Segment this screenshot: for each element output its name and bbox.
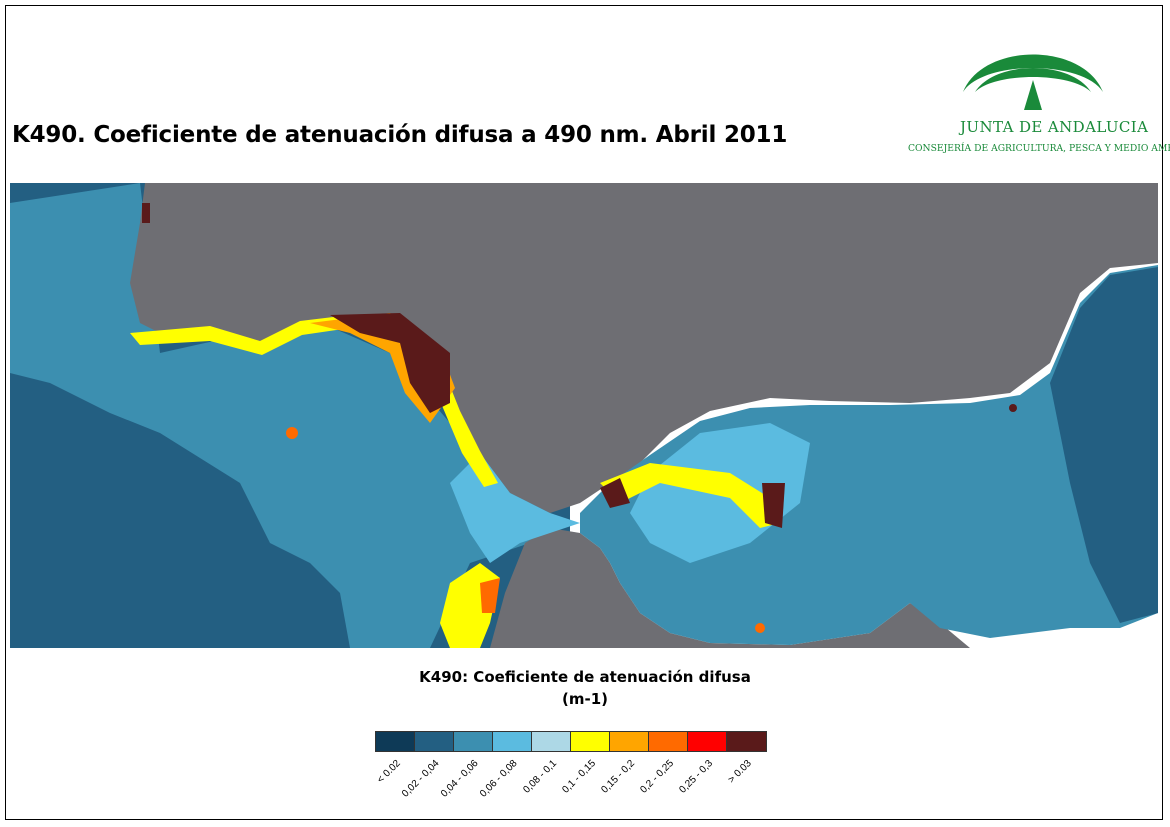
legend-color-bar bbox=[375, 731, 767, 752]
coast-high-guadalquivir bbox=[330, 313, 450, 413]
hotspot-offshore-2 bbox=[1009, 404, 1017, 412]
legend-class-label: 0,02 - 0,04 bbox=[399, 758, 442, 800]
legend-title-text: K490: Coeficiente de atenuación difusa bbox=[419, 668, 751, 686]
coast-band-gulf-cadiz bbox=[130, 315, 498, 487]
coast-high-huelva bbox=[142, 203, 150, 223]
legend-class-label: 0,15 - 0,2 bbox=[598, 758, 637, 796]
legend-swatch bbox=[727, 732, 766, 751]
legend-labels: < 0.02 0,02 - 0,04 0,04 - 0,06 0,06 - 0,08 0… bbox=[375, 752, 767, 812]
coast-high-morocco bbox=[480, 578, 500, 613]
legend-unit: (m-1) bbox=[561, 690, 608, 708]
legend-class-label: 0,2 - 0,25 bbox=[637, 758, 676, 796]
legend-swatch bbox=[571, 732, 610, 751]
coast-high-almeria bbox=[762, 483, 785, 528]
legend-swatch bbox=[688, 732, 727, 751]
legend-title: K490: Coeficiente de atenuación difusa (… bbox=[300, 666, 870, 710]
logo-name: JUNTA DE ANDALUCIA bbox=[960, 118, 1149, 136]
legend-class-label: 0,25 - 0,3 bbox=[676, 758, 715, 796]
hotspot-offshore-1 bbox=[286, 427, 298, 439]
hotspot-africa-coast bbox=[755, 623, 765, 633]
legend-swatch bbox=[532, 732, 571, 751]
legend-class-label: < 0.02 bbox=[374, 758, 403, 786]
junta-andalucia-logo bbox=[963, 54, 1103, 110]
land-africa bbox=[490, 528, 970, 648]
k490-map bbox=[10, 183, 1158, 648]
legend-swatch bbox=[493, 732, 532, 751]
legend-swatch bbox=[649, 732, 688, 751]
legend-class-label: > 0.03 bbox=[725, 758, 754, 786]
logo-subtitle: CONSEJERÍA DE AGRICULTURA, PESCA Y MEDIO… bbox=[908, 143, 1170, 154]
legend-class-label: 0,08 - 0,1 bbox=[520, 758, 559, 796]
land-iberia bbox=[130, 183, 1158, 513]
coast-high-malaga bbox=[600, 478, 630, 508]
legend-swatch bbox=[610, 732, 649, 751]
legend-swatch bbox=[376, 732, 415, 751]
ocean-alboran-east-deep bbox=[1050, 267, 1158, 623]
legend-class-label: 0,1 - 0,15 bbox=[559, 758, 598, 796]
page-title: K490. Coeficiente de atenuación difusa a… bbox=[12, 122, 788, 148]
legend-class-label: 0,06 - 0,08 bbox=[477, 758, 520, 800]
legend-swatch bbox=[415, 732, 454, 751]
legend-class-label: 0,04 - 0,06 bbox=[438, 758, 481, 800]
legend-swatch bbox=[454, 732, 493, 751]
coast-band-malaga bbox=[600, 463, 780, 528]
